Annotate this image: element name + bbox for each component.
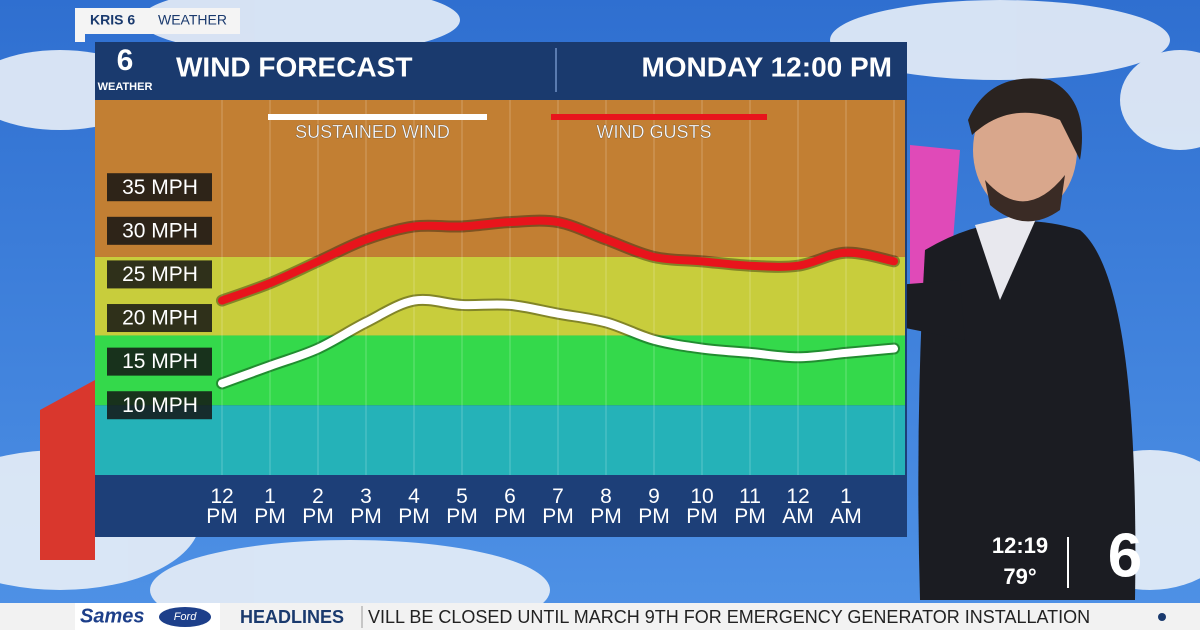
ford-oval — [159, 607, 211, 627]
y-tick-box — [107, 216, 212, 245]
x-tick-label: 5 PM — [446, 485, 478, 528]
y-tick-box — [107, 347, 212, 376]
plot-area: 10 MPH 15 MPH 20 MPH 25 MPH 30 MPH 35 MPH SUST… — [95, 100, 905, 475]
y-tick-label: 35 MPH — [122, 176, 198, 199]
x-tick-label: 9 PM — [638, 485, 670, 528]
line — [218, 216, 898, 305]
x-tick-label: 1 PM — [254, 485, 286, 528]
x-tick-label: 8 PM — [590, 485, 622, 528]
logo-number: 6 — [117, 44, 134, 77]
brand-section: WEATHER — [158, 12, 227, 28]
y-tick-label: 30 MPH — [122, 219, 198, 242]
y-tick-label: 15 MPH — [122, 350, 198, 373]
value-band — [95, 405, 905, 475]
x-tick-label: 12 AM — [782, 485, 814, 528]
legend-label: SUSTAINED WIND — [295, 122, 450, 142]
y-tick-box — [107, 173, 212, 202]
x-tick-label: 10 PM — [686, 485, 718, 528]
sponsor-brand: Ford — [174, 611, 198, 623]
legend-swatch — [268, 114, 487, 120]
x-tick-label: 6 PM — [494, 485, 526, 528]
brand-tag — [75, 8, 240, 42]
chart-subtitle: MONDAY 12:00 PM — [641, 51, 892, 82]
x-tick-label: 7 PM — [542, 485, 574, 528]
chart-title: WIND FORECAST — [176, 51, 412, 82]
x-tick-label: 4 PM — [398, 485, 430, 528]
kite — [40, 380, 95, 560]
y-tick-label: 10 MPH — [122, 394, 198, 417]
x-tick-label: 2 PM — [302, 485, 334, 528]
ticker-dot — [1158, 613, 1166, 621]
y-tick-label: 20 MPH — [122, 307, 198, 330]
x-tick-label: 12 PM — [206, 485, 238, 528]
station-logo: 6 — [1108, 521, 1142, 590]
logo-label: WEATHER — [98, 81, 153, 93]
x-tick-label: 3 PM — [350, 485, 382, 528]
sponsor-name: Sames — [80, 605, 145, 627]
value-band — [95, 100, 905, 257]
clock-temperature: 79° — [1003, 564, 1036, 589]
chart-header — [95, 42, 907, 100]
brand-station: KRIS 6 — [90, 12, 135, 28]
y-tick-label: 25 MPH — [122, 263, 198, 286]
y-tick-box — [107, 260, 212, 289]
legend-swatch — [551, 114, 767, 120]
legend-label: WIND GUSTS — [597, 122, 712, 142]
line — [218, 295, 898, 388]
x-tick-label: 1 AM — [830, 485, 862, 528]
ticker-label: HEADLINES — [240, 607, 344, 627]
ticker-text: VILL BE CLOSED UNTIL MARCH 9TH FOR EMERG… — [368, 607, 1090, 627]
y-tick-box — [107, 391, 212, 420]
x-tick-label: 11 PM — [734, 485, 766, 528]
value-band — [95, 335, 905, 406]
y-tick-box — [107, 304, 212, 333]
clock-time: 12:19 — [992, 533, 1048, 558]
